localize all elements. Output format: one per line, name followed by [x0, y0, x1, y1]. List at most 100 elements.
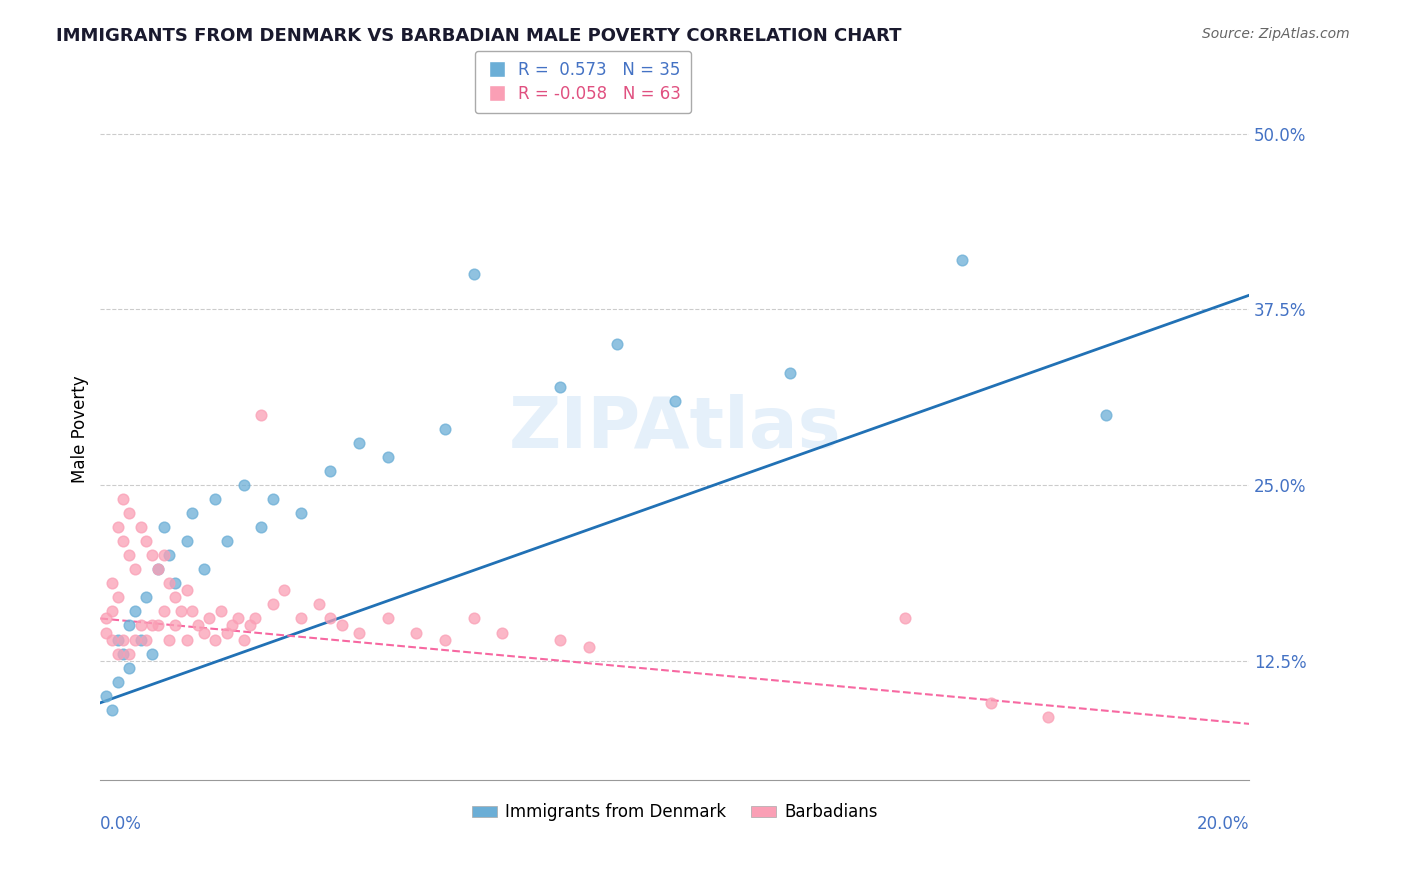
Point: [146, 562, 169, 576]
Point: [193, 562, 215, 576]
Point: [112, 534, 135, 549]
Legend: Immigrants from Denmark, Barbadians: Immigrants from Denmark, Barbadians: [465, 797, 884, 828]
Point: [157, 576, 180, 591]
Point: [118, 660, 141, 674]
Point: [129, 632, 152, 647]
Point: [433, 632, 456, 647]
Point: [94, 625, 117, 640]
Point: [107, 674, 129, 689]
Point: [124, 632, 146, 647]
Point: [163, 576, 186, 591]
Point: [1036, 710, 1059, 724]
Point: [548, 632, 571, 647]
Point: [135, 632, 157, 647]
Point: [273, 583, 295, 598]
Point: [181, 604, 204, 618]
Point: [377, 450, 399, 464]
Point: [112, 647, 135, 661]
Point: [118, 647, 141, 661]
Point: [101, 703, 124, 717]
Point: [129, 520, 152, 534]
Y-axis label: Male Poverty: Male Poverty: [72, 375, 89, 483]
Point: [290, 506, 312, 520]
Point: [950, 253, 973, 268]
Text: ZIPAtlas: ZIPAtlas: [509, 394, 841, 463]
Point: [262, 598, 284, 612]
Point: [233, 632, 256, 647]
Point: [163, 591, 186, 605]
Point: [319, 464, 342, 478]
Point: [221, 618, 243, 632]
Point: [152, 520, 174, 534]
Point: [308, 598, 330, 612]
Point: [146, 562, 169, 576]
Point: [664, 393, 686, 408]
Point: [112, 491, 135, 506]
Point: [107, 647, 129, 661]
Point: [107, 591, 129, 605]
Point: [463, 611, 485, 625]
Point: [135, 534, 157, 549]
Text: 0.0%: 0.0%: [100, 815, 142, 833]
Point: [118, 548, 141, 562]
Point: [101, 576, 124, 591]
Point: [101, 632, 124, 647]
Point: [94, 689, 117, 703]
Point: [157, 548, 180, 562]
Point: [405, 625, 427, 640]
Point: [347, 435, 370, 450]
Point: [1094, 408, 1116, 422]
Point: [548, 379, 571, 393]
Point: [980, 696, 1002, 710]
Point: [347, 625, 370, 640]
Point: [250, 520, 273, 534]
Point: [135, 591, 157, 605]
Point: [94, 611, 117, 625]
Point: [157, 632, 180, 647]
Point: [107, 520, 129, 534]
Point: [198, 611, 221, 625]
Point: [215, 534, 238, 549]
Point: [187, 618, 209, 632]
Point: [152, 548, 174, 562]
Point: [107, 632, 129, 647]
Point: [262, 491, 284, 506]
Point: [141, 647, 163, 661]
Point: [463, 267, 485, 281]
Point: [141, 548, 163, 562]
Point: [124, 604, 146, 618]
Point: [290, 611, 312, 625]
Point: [146, 618, 169, 632]
Point: [209, 604, 232, 618]
Point: [129, 618, 152, 632]
Point: [163, 618, 186, 632]
Point: [215, 625, 238, 640]
Point: [491, 625, 513, 640]
Point: [124, 562, 146, 576]
Point: [606, 337, 628, 351]
Point: [377, 611, 399, 625]
Point: [330, 618, 353, 632]
Point: [176, 632, 198, 647]
Point: [893, 611, 915, 625]
Point: [170, 604, 193, 618]
Point: [226, 611, 249, 625]
Point: [118, 618, 141, 632]
Point: [578, 640, 600, 654]
Point: [204, 491, 226, 506]
Point: [433, 422, 456, 436]
Point: [101, 604, 124, 618]
Point: [233, 478, 256, 492]
Point: [193, 625, 215, 640]
Point: [176, 534, 198, 549]
Point: [779, 366, 801, 380]
Point: [239, 618, 262, 632]
Point: [118, 506, 141, 520]
Text: 20.0%: 20.0%: [1197, 815, 1249, 833]
Text: IMMIGRANTS FROM DENMARK VS BARBADIAN MALE POVERTY CORRELATION CHART: IMMIGRANTS FROM DENMARK VS BARBADIAN MAL…: [56, 27, 901, 45]
Point: [181, 506, 204, 520]
Point: [204, 632, 226, 647]
Point: [141, 618, 163, 632]
Point: [112, 632, 135, 647]
Point: [319, 611, 342, 625]
